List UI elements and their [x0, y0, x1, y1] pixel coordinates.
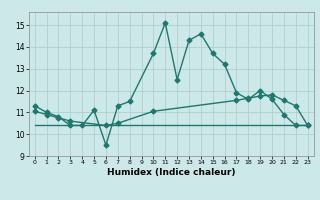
X-axis label: Humidex (Indice chaleur): Humidex (Indice chaleur): [107, 168, 236, 177]
